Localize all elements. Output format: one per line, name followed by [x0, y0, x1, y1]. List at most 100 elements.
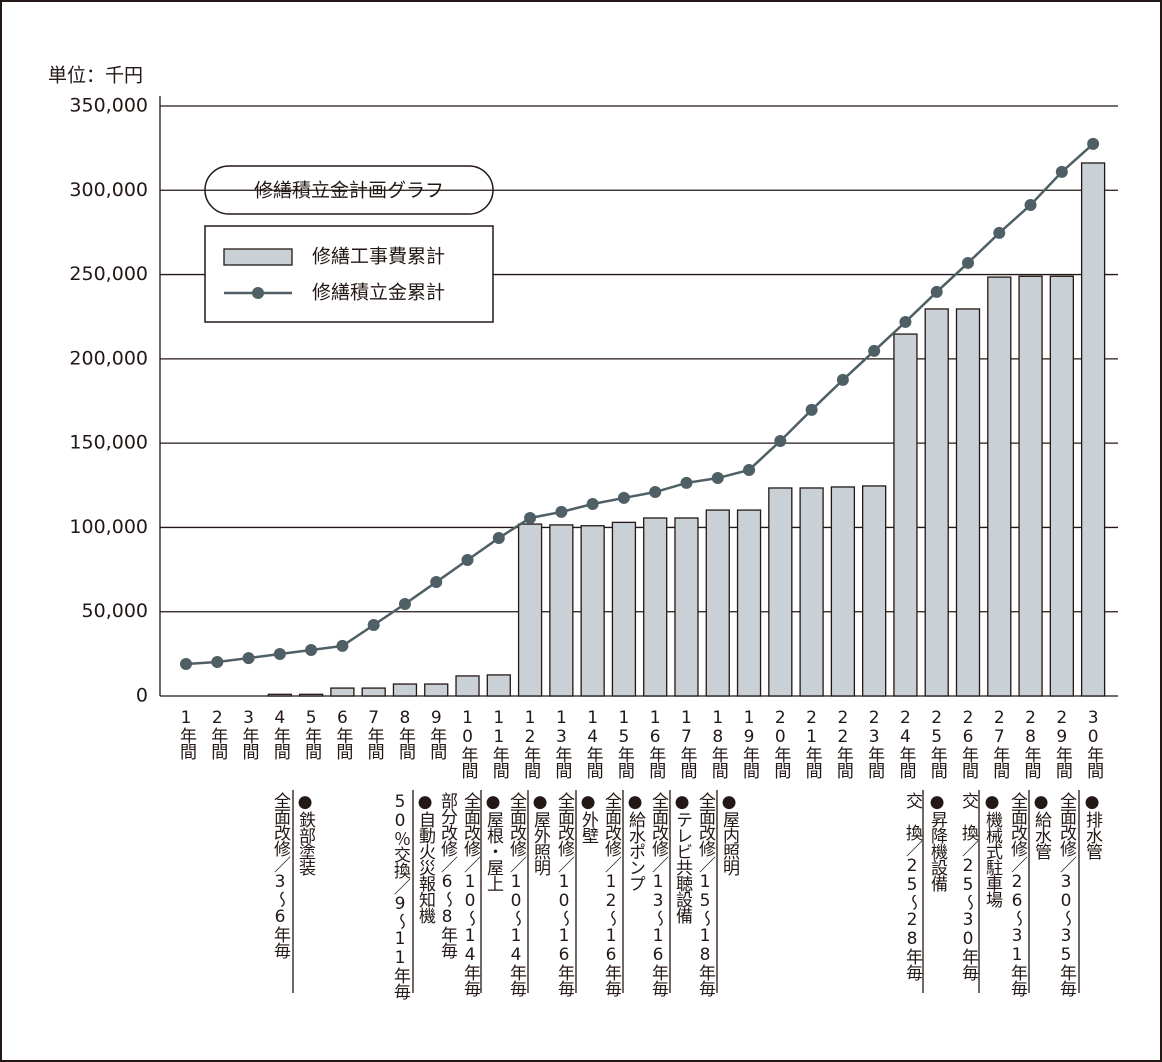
bar — [298, 693, 324, 697]
legend-swatch — [223, 248, 293, 266]
marker — [743, 463, 756, 476]
marker — [805, 403, 818, 416]
marker — [461, 553, 474, 566]
bar — [549, 524, 574, 697]
x-tick-label: 14年間 — [583, 708, 604, 780]
annotation: ●給水ポンプ — [625, 792, 646, 891]
x-tick-label: 23年間 — [864, 708, 885, 780]
marker — [336, 639, 349, 652]
x-tick-label: 24年間 — [895, 708, 916, 780]
x-tick-label: 8年間 — [395, 708, 416, 761]
x-tick-label: 20年間 — [770, 708, 791, 780]
marker — [836, 373, 849, 386]
annotation: ●機械式駐車場 — [982, 792, 1003, 909]
marker — [899, 315, 912, 328]
annotation: 全面改修／10〜16年毎 — [554, 792, 575, 997]
marker — [211, 655, 224, 668]
marker — [555, 505, 568, 518]
unit-label: 単位：千円 — [48, 65, 143, 87]
legend-box — [204, 225, 494, 323]
bar — [736, 509, 762, 697]
bar — [987, 276, 1012, 697]
x-tick-label: 27年間 — [989, 708, 1010, 780]
marker — [1024, 198, 1037, 211]
annotation: ●屋外照明 — [530, 792, 551, 877]
marker — [430, 576, 443, 589]
x-tick-label: 19年間 — [739, 708, 760, 780]
x-tick-label: 4年間 — [270, 708, 291, 761]
bar — [830, 486, 856, 697]
bar — [955, 308, 981, 697]
bar — [1080, 162, 1106, 697]
x-tick-label: 11年間 — [489, 708, 510, 780]
x-tick-label: 2年間 — [207, 708, 228, 761]
x-tick-label: 21年間 — [802, 708, 823, 780]
annotation: 全面改修／13〜16年毎 — [648, 792, 669, 997]
annotation: 全面改修／26〜31年毎 — [1007, 792, 1028, 997]
x-tick-label: 3年間 — [239, 708, 260, 761]
y-tick-label: 250,000 — [69, 263, 148, 285]
annotation: 全面改修／3〜6年毎 — [270, 792, 291, 959]
annotation: ●外壁 — [578, 792, 599, 844]
x-tick-label: 29年間 — [1052, 708, 1073, 780]
marker — [242, 652, 255, 665]
bar — [705, 509, 730, 697]
x-tick-label: 5年間 — [301, 708, 322, 761]
x-tick-label: 13年間 — [551, 708, 572, 780]
bar — [455, 675, 480, 697]
bar — [580, 525, 605, 697]
x-tick-label: 18年間 — [708, 708, 729, 780]
y-tick-label: 0 — [136, 685, 148, 707]
legend-marker — [252, 287, 264, 299]
annotation: ●排水管 — [1082, 792, 1103, 860]
annotation: ●屋根・屋上 — [483, 792, 504, 891]
bar — [267, 693, 292, 697]
x-tick-label: 28年間 — [1021, 708, 1042, 780]
bar — [799, 487, 824, 697]
annotation: 交 換／25〜28年毎 — [902, 792, 923, 981]
x-tick-label: 22年間 — [833, 708, 854, 780]
bar — [330, 687, 355, 697]
bar — [392, 683, 418, 697]
marker — [993, 226, 1006, 239]
x-tick-label: 16年間 — [645, 708, 666, 780]
annotation: 全面改修／15〜18年毎 — [695, 792, 716, 997]
x-tick-label: 9年間 — [426, 708, 447, 761]
x-tick-label: 25年間 — [927, 708, 948, 780]
marker — [524, 511, 537, 524]
annotation: ●自動火災報知機 — [415, 792, 436, 925]
x-tick-label: 7年間 — [364, 708, 385, 761]
annotation: 部分改修／6〜8年毎 — [437, 792, 458, 959]
annotation: ●テレビ共聴設備 — [672, 792, 693, 925]
annotation: 全面改修／10〜14年毎 — [460, 792, 481, 997]
marker — [273, 648, 286, 661]
marker — [180, 657, 192, 670]
x-tick-label: 1年間 — [176, 708, 197, 761]
marker — [680, 476, 693, 489]
marker — [774, 434, 787, 447]
x-tick-label: 12年間 — [520, 708, 541, 780]
x-tick-label: 15年間 — [614, 708, 635, 780]
legend-label: 修繕工事費累計 — [312, 246, 445, 268]
bar — [486, 674, 511, 697]
annotation: ●鉄部塗装 — [295, 792, 316, 876]
annotation: ●給水管 — [1031, 792, 1052, 860]
marker — [1055, 165, 1068, 178]
bar — [893, 333, 918, 697]
bar — [862, 485, 887, 697]
annotation: 全面改修／10〜14年毎 — [506, 792, 527, 997]
x-tick-label: 10年間 — [458, 708, 479, 780]
marker — [398, 597, 411, 610]
bar — [517, 523, 543, 697]
marker — [649, 486, 662, 499]
y-tick-label: 50,000 — [82, 600, 148, 622]
annotation: 交 換／25〜30年毎 — [958, 792, 979, 981]
bar — [361, 687, 386, 697]
marker — [586, 497, 599, 510]
legend-label: 修繕積立金累計 — [312, 282, 445, 304]
marker — [617, 491, 630, 504]
y-tick-label: 100,000 — [69, 516, 148, 538]
annotation: 全面改修／30〜35年毎 — [1056, 792, 1077, 997]
marker — [367, 619, 380, 632]
